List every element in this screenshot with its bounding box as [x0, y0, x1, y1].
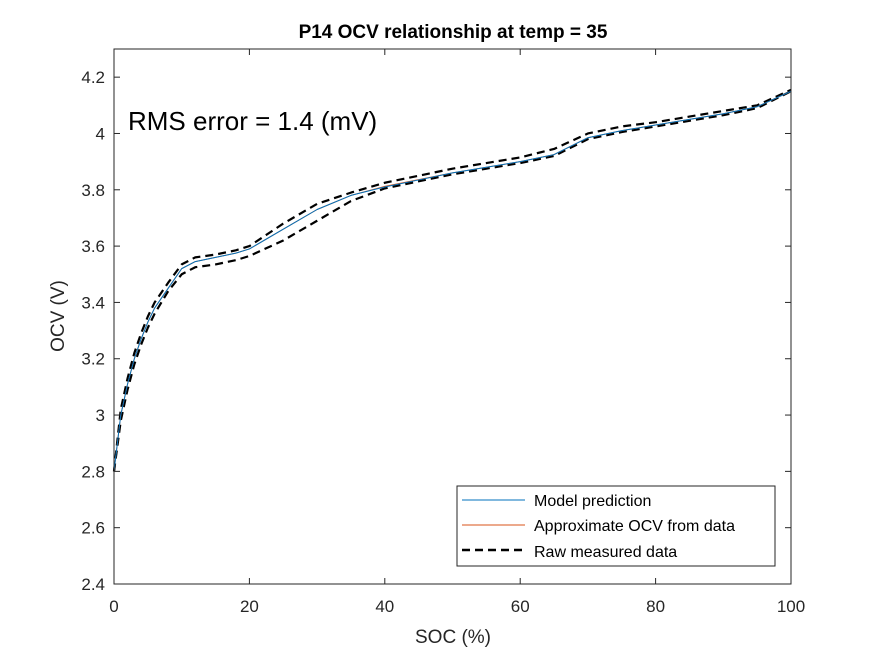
axes-box [113, 48, 792, 585]
y-tick-label: 3.4 [81, 293, 105, 312]
y-tick-label: 3.2 [81, 350, 105, 369]
y-tick-label: 3 [96, 406, 105, 425]
y-tick-label: 3.6 [81, 237, 105, 256]
legend-box [456, 485, 776, 567]
y-axis-label: OCV (V) [48, 280, 69, 352]
x-tick-label: 100 [777, 597, 805, 616]
series-layer [112, 88, 792, 472]
y-tick-label: 3.8 [81, 181, 105, 200]
series-line-2 [112, 90, 792, 472]
legend-label-approx: Approximate OCV from data [534, 518, 735, 535]
y-tick-label: 4 [96, 124, 105, 143]
rms-error-annotation: RMS error = 1.4 (mV) [128, 106, 377, 136]
series-line-0 [113, 90, 792, 472]
legend-label-model: Model prediction [534, 493, 651, 510]
y-tick-label: 2.4 [81, 575, 105, 594]
legend-label-raw: Raw measured data [534, 544, 677, 561]
y-tick-label: 2.6 [81, 519, 105, 538]
x-tick-label: 40 [375, 597, 394, 616]
y-tick-label: 2.8 [81, 462, 105, 481]
x-axis-label: SOC (%) [415, 627, 491, 648]
x-tick-label: 0 [109, 597, 118, 616]
chart-title: P14 OCV relationship at temp = 35 [299, 22, 608, 43]
legend: Model prediction Approximate OCV from da… [456, 485, 776, 567]
y-tick-label: 4.2 [81, 68, 105, 87]
x-tick-label: 80 [646, 597, 665, 616]
x-tick-label: 60 [511, 597, 530, 616]
axes-layer: 0 20 40 60 80 100 2.4 2.6 2.8 3 3.2 3.4 3.6 3.8 4 4.2 [81, 48, 805, 616]
x-tick-label: 20 [240, 597, 259, 616]
